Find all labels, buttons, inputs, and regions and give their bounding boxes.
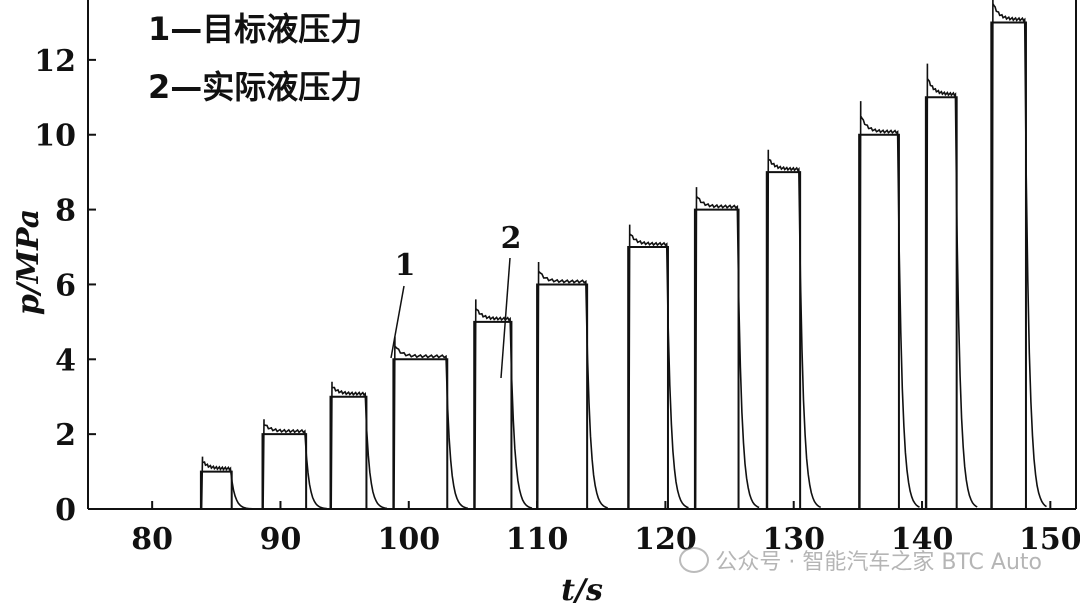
callout-2-leader [500,257,511,379]
actual-pressure-pulse [925,63,978,510]
actual-pressure-pulse [393,336,468,510]
y-tick-label: 8 [55,194,76,229]
callout-1-label: 1 [395,248,416,283]
actual-pressure-pulse [694,187,760,510]
x-tick-label: 80 [131,522,173,557]
x-tick-label: 150 [1019,522,1080,557]
actual-pressure-pulse [200,456,253,510]
target-pressure-line [113,21,1057,510]
actual-pressure-pulse [474,299,533,510]
y-tick-label: 12 [34,44,76,79]
actual-pressure-pulse [628,224,689,510]
actual-pressure-pulse [859,101,920,510]
wechat-icon [679,547,710,573]
actual-pressure-pulse [330,381,388,510]
watermark-text: 公众号 · 智能汽车之家 BTC Auto [715,550,1042,575]
actual-pressure-pulse [536,261,608,510]
x-tick-label: 110 [506,522,569,557]
actual-pressure-pulse [991,0,1047,510]
y-tick-label: 4 [55,343,76,378]
series-target-pressure [113,21,1057,510]
callout-1-leader [390,285,405,359]
x-axis-label: t/s [561,573,603,604]
x-tick-label: 100 [377,522,440,557]
callout-2-label: 2 [501,221,522,256]
legend-entry-2: 2—实际液压力 [148,68,362,106]
x-tick-label: 130 [762,522,825,557]
y-tick-label: 0 [55,493,76,528]
y-axis-label: p/MPa [11,209,46,315]
series-actual-pressure [200,0,1047,510]
callouts: 12 [390,221,522,379]
actual-pressure-pulse [262,419,327,510]
y-tick-label: 6 [55,268,76,303]
actual-pressure-pulse [766,149,822,510]
legend-entry-1: 1—目标液压力 [148,10,362,48]
legend: 1—目标液压力 2—实际液压力 [148,10,362,106]
x-tick-label: 90 [260,522,302,557]
x-tick-label: 140 [891,522,954,557]
y-tick-label: 10 [34,119,76,154]
watermark: 公众号 · 智能汽车之家 BTC Auto [679,544,1042,576]
y-tick-label: 2 [55,418,76,453]
